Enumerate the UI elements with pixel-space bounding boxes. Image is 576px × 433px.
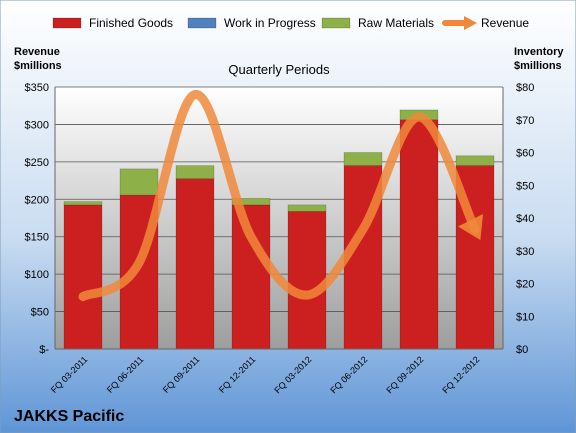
right-axis-label-line2: $millions [514,60,562,72]
bar-raw-materials [231,198,271,206]
legend-label: Revenue [481,16,529,30]
right-tick-label: $20 [516,279,534,291]
left-tick-label: $100 [25,269,49,281]
right-tick-label: $70 [516,115,534,127]
legend-label: Finished Goods [89,16,173,30]
bar-raw-materials [343,152,383,166]
left-tick-label: $200 [25,194,49,206]
right-axis-label-line1: Inventory [514,46,564,58]
legend-swatch [52,17,82,29]
bar-finished-goods [287,211,327,350]
left-tick-label: $250 [25,157,49,169]
legend-label: Raw Materials [358,16,434,30]
legend-label: Work in Progress [224,16,316,30]
legend-arrow [464,16,477,30]
left-tick-label: $350 [25,82,49,94]
bar-finished-goods [63,204,103,350]
legend-swatch [187,17,217,29]
bar-raw-materials [63,201,103,206]
right-tick-label: $50 [516,180,534,192]
left-tick-label: $50 [31,307,49,319]
revenue-line [78,89,480,302]
left-tick-label: $150 [25,232,49,244]
bar-raw-materials [287,204,327,212]
left-axis-label-line1: Revenue [14,46,60,58]
right-tick-label: $30 [516,246,534,258]
bar-finished-goods [175,178,215,350]
right-tick-label: $10 [516,311,534,323]
bar-raw-materials [455,155,495,166]
legend: Finished Goods Work in Progress Raw Materi… [52,16,529,30]
company-name: JAKKS Pacific [14,408,124,425]
chart-title: Quarterly Periods [228,62,330,77]
bar-finished-goods [399,119,439,350]
left-tick-label: $- [39,344,49,356]
right-tick-label: $40 [516,213,534,225]
bar-raw-materials [175,165,215,180]
bars-group [63,109,495,350]
right-tick-label: $80 [516,82,534,94]
left-axis-label-line2: $millions [14,60,62,72]
left-tick-label: $300 [25,119,49,131]
bar-raw-materials [119,168,159,196]
revenue-arrowhead [458,214,484,240]
right-tick-label: $60 [516,148,534,160]
revenue-line-group [78,89,484,302]
right-tick-label: $0 [516,344,528,356]
legend-swatch [321,17,351,29]
